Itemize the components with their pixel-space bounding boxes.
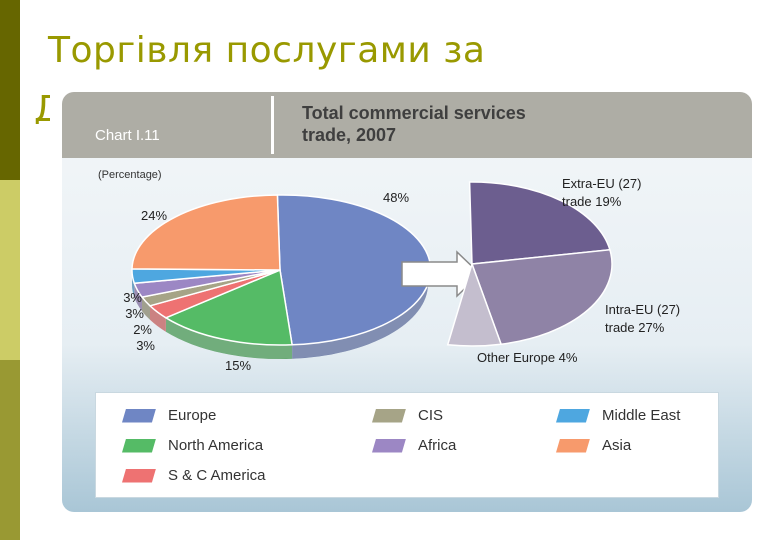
- chart-header: Chart I.11 Total commercial services tra…: [62, 92, 752, 158]
- annotation-intra-eu-line1: Intra-EU (27): [605, 302, 680, 317]
- pie-label-africa: 3%: [125, 306, 144, 321]
- legend-item-middle-east: Middle East: [556, 407, 680, 424]
- annotation-extra-eu-line1: Extra-EU (27): [562, 176, 641, 191]
- legend-swatch: [556, 438, 590, 453]
- pie-label-s-c-america: 3%: [136, 338, 155, 353]
- legend-item-s-c-america: S & C America: [122, 467, 266, 484]
- pie-label-cis: 2%: [133, 322, 152, 337]
- annotation-extra-eu-line2: trade 19%: [562, 194, 622, 209]
- legend-label: Asia: [602, 437, 632, 454]
- chart-title-line2: trade, 2007: [302, 125, 397, 145]
- pie-charts: 48%15%3%2%3%3%24%Extra-EU (27)trade 19%I…: [123, 176, 680, 373]
- chart-unit-label: (Percentage): [98, 169, 162, 181]
- chart-number: Chart I.11: [95, 127, 160, 144]
- sidebar-block-mid: [0, 360, 20, 540]
- chart-title-line1: Total commercial services: [302, 103, 526, 123]
- breakdown-slice-extra-eu-27-trade: [468, 181, 611, 265]
- chart-legend: Europe CIS Middle East North America Africa A…: [95, 392, 719, 498]
- pie-label-north-america: 15%: [225, 358, 251, 373]
- legend-swatch: [372, 408, 406, 423]
- legend-item-asia: Asia: [556, 437, 631, 454]
- breakdown-slice-intra-eu-27-trade: [470, 248, 613, 346]
- chart-figure: Chart I.11 Total commercial services tra…: [50, 80, 760, 520]
- pie-label-asia: 24%: [141, 208, 167, 223]
- annotation-other-europe: Other Europe 4%: [477, 350, 578, 365]
- legend-swatch: [122, 468, 156, 483]
- chart-panel: Chart I.11 Total commercial services tra…: [62, 92, 752, 512]
- annotation-intra-eu-line2: trade 27%: [605, 320, 665, 335]
- slide-sidebar: [0, 0, 20, 540]
- legend-label: Africa: [418, 437, 457, 454]
- sidebar-block-light: [0, 180, 20, 360]
- header-divider: [271, 96, 274, 154]
- legend-swatch: [372, 438, 406, 453]
- legend-label: S & C America: [168, 467, 266, 484]
- legend-label: Europe: [168, 407, 217, 424]
- legend-item-africa: Africa: [372, 437, 456, 454]
- legend-swatch: [122, 408, 156, 423]
- legend-item-cis: CIS: [372, 407, 443, 424]
- slide-title: Торгівля послугами за: [48, 30, 486, 71]
- sidebar-block-dark: [0, 0, 20, 180]
- pie-slice-north-america: [164, 268, 293, 346]
- pie-rim-highlight: [132, 270, 428, 359]
- pie-label-middle-east: 3%: [123, 290, 142, 305]
- pie-side-cis: [142, 297, 150, 320]
- pie-label-europe: 48%: [383, 190, 409, 205]
- legend-label: North America: [168, 437, 264, 454]
- pie-slice-asia: [131, 194, 281, 271]
- legend-label: CIS: [418, 407, 444, 424]
- pie-side-north-america: [165, 317, 293, 360]
- legend-item-europe: Europe: [122, 407, 216, 424]
- breakdown-slice-other-europe: [446, 261, 503, 347]
- legend-label: Middle East: [602, 407, 681, 424]
- legend-swatch: [556, 408, 590, 423]
- chart-title: Total commercial services trade, 2007: [302, 102, 722, 146]
- pie-side-africa: [134, 283, 142, 312]
- legend-swatch: [122, 438, 156, 453]
- pie-side-s-c-america: [150, 305, 166, 332]
- legend-item-north-america: North America: [122, 437, 263, 454]
